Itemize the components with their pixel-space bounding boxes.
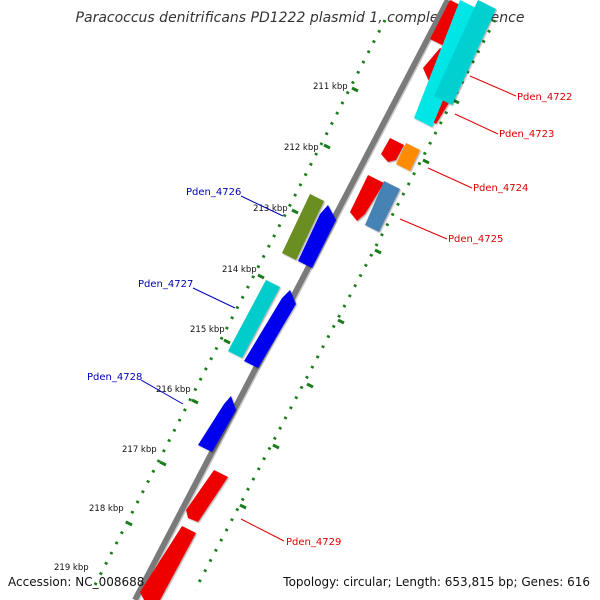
map-title: Paracoccus denitrificans PD1222 plasmid … [76, 10, 525, 26]
cds-arrow-reverse[interactable] [186, 470, 228, 522]
tick-rings [93, 19, 497, 591]
summary-text: Topology: circular; Length: 653,815 bp; … [282, 575, 590, 589]
tick-label: 217 kbp [122, 445, 157, 455]
cds-arrow-forward[interactable] [298, 205, 336, 268]
cyan-feature[interactable] [434, 0, 496, 105]
cds-arrow-reverse[interactable] [140, 526, 196, 600]
reverse-strand-features [140, 0, 496, 600]
cds-arrow-reverse[interactable] [350, 175, 384, 221]
cds-arrow-forward[interactable] [198, 396, 236, 452]
gene-label-pden-4727[interactable]: Pden_4727 [138, 279, 193, 290]
forward-strand-features [198, 194, 336, 452]
gene-label-pden-4724[interactable]: Pden_4724 [473, 183, 528, 194]
tick-label: 215 kbp [190, 325, 225, 335]
tick-label: 211 kbp [313, 82, 348, 92]
cds-arrow-forward[interactable] [244, 290, 296, 368]
gene-label-pden-4723[interactable]: Pden_4723 [499, 129, 554, 140]
tick-label: 218 kbp [89, 504, 124, 514]
steelblue-feature[interactable] [365, 181, 400, 232]
tick-label: 219 kbp [54, 563, 89, 573]
tick-label: 212 kbp [284, 143, 319, 153]
gene-label-pden-4722[interactable]: Pden_4722 [517, 92, 572, 103]
tick-label: 216 kbp [156, 385, 191, 395]
kbp-tick-labels: 211 kbp 212 kbp 213 kbp 214 kbp 215 kbp … [54, 82, 348, 573]
gene-label-pden-4726[interactable]: Pden_4726 [186, 187, 241, 198]
tick-label: 213 kbp [253, 204, 288, 214]
gene-label-pden-4725[interactable]: Pden_4725 [448, 234, 503, 245]
gene-label-pden-4728[interactable]: Pden_4728 [87, 372, 142, 383]
gene-labels: Pden_4722 Pden_4723 Pden_4724 Pden_4725 … [87, 92, 572, 548]
cyan-feature[interactable] [228, 280, 280, 358]
gene-label-pden-4729[interactable]: Pden_4729 [286, 537, 341, 548]
inner-tick-ring [193, 19, 497, 591]
outer-tick-ring [93, 19, 387, 586]
tick-label: 214 kbp [222, 265, 257, 275]
orange-feature[interactable] [396, 143, 420, 171]
accession-text: Accession: NC_008688 [8, 575, 144, 589]
cds-arrow-reverse[interactable] [381, 138, 404, 162]
olive-feature[interactable] [282, 194, 324, 260]
gene-leaders [140, 75, 517, 542]
